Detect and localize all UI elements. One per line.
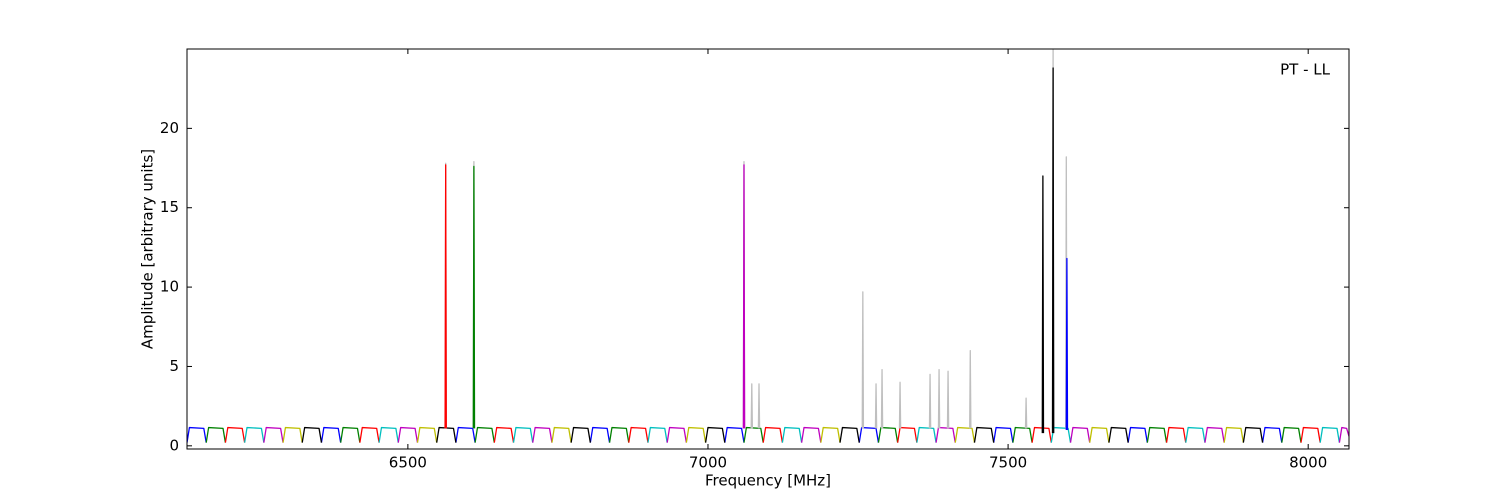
- x-axis-label: Frequency [MHz]: [705, 472, 831, 490]
- x-tick-label: 7000: [689, 454, 727, 472]
- series-line: [472, 165, 476, 429]
- series-line: [1041, 67, 1055, 434]
- series-line: [187, 426, 1283, 443]
- series-line: [444, 49, 1068, 429]
- series-line: [224, 426, 1321, 443]
- series-line: [243, 426, 1341, 443]
- y-tick-label: 15: [160, 198, 179, 216]
- annotation: PT - LL: [1280, 61, 1331, 79]
- series-line: [263, 426, 1349, 443]
- y-tick-label: 5: [169, 357, 179, 375]
- y-tick-label: 0: [169, 436, 179, 454]
- series-line: [444, 164, 447, 429]
- y-axis-label: Amplitude [arbitrary units]: [139, 149, 157, 349]
- y-tick-label: 10: [160, 278, 179, 296]
- x-tick-label: 8000: [1289, 454, 1327, 472]
- series-line: [1065, 257, 1069, 430]
- series-line: [742, 164, 746, 429]
- x-tick-label: 7500: [989, 454, 1027, 472]
- plot-frame: [186, 48, 1350, 450]
- series-line: [282, 426, 1245, 443]
- y-tick-label: 20: [160, 119, 179, 137]
- series-line: [205, 426, 1302, 443]
- plot-lines: [187, 49, 1349, 443]
- x-tick-label: 6500: [389, 454, 427, 472]
